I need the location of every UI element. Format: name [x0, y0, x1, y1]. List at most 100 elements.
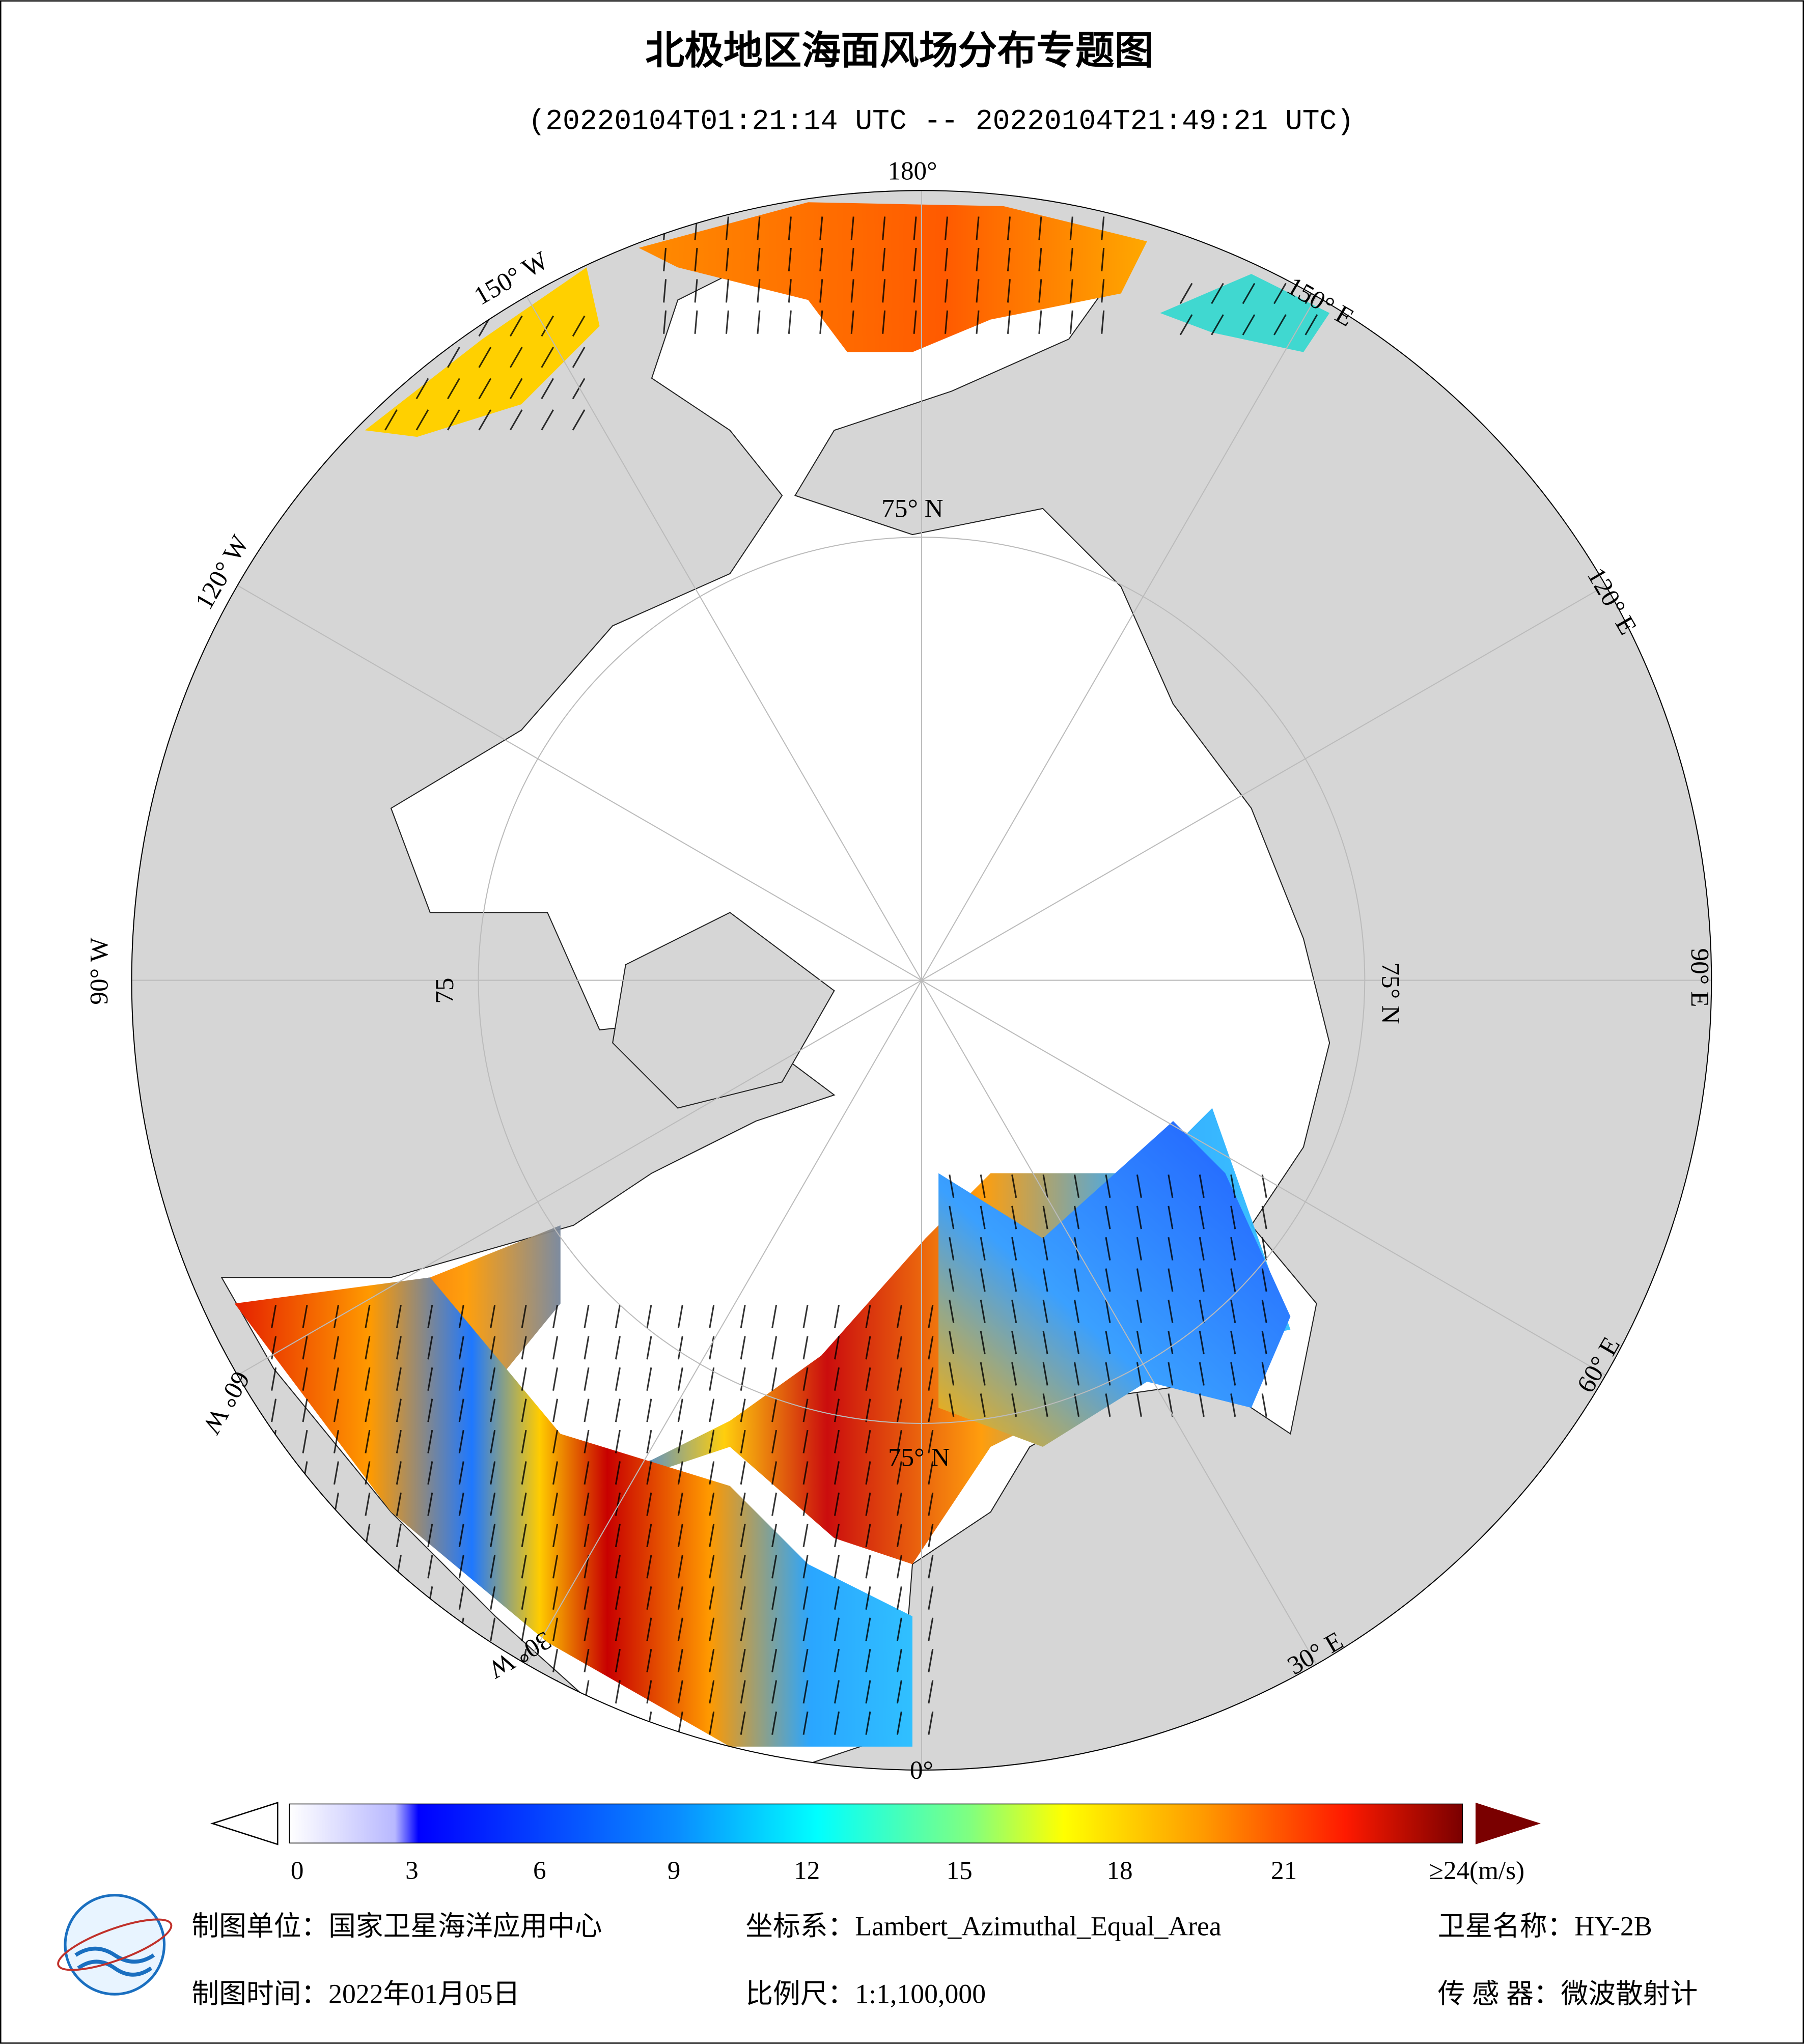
wind-arrow — [1042, 1299, 1048, 1323]
wind-arrow — [458, 1398, 464, 1422]
wind-arrow — [615, 1492, 621, 1516]
wind-arrow — [928, 1461, 934, 1485]
wind-arrow — [865, 1586, 871, 1610]
wind-arrow — [458, 1492, 464, 1516]
wind-arrow — [1199, 1237, 1205, 1261]
wind-arrow — [896, 1524, 902, 1548]
wind-arrow — [1199, 1362, 1205, 1386]
wind-arrow — [1199, 1299, 1205, 1323]
wind-arrow — [427, 1336, 433, 1360]
wind-arrow — [427, 1367, 433, 1391]
wind-arrow — [928, 1430, 934, 1453]
wind-arrow — [865, 1524, 871, 1548]
wind-arrow — [709, 1617, 715, 1641]
wind-arrow — [1168, 1362, 1174, 1386]
wind-arrow — [646, 1648, 652, 1672]
wind-arrow — [865, 1648, 871, 1672]
wind-arrow — [396, 1398, 402, 1422]
wind-arrow — [949, 1299, 955, 1323]
wind-arrow — [552, 1492, 559, 1516]
wind-arrow — [1242, 314, 1256, 335]
wind-arrow — [850, 247, 854, 272]
wind-arrow — [1261, 1268, 1267, 1292]
wind-arrow — [478, 347, 492, 368]
wind-arrow — [949, 1206, 955, 1229]
wind-arrow — [365, 1305, 371, 1329]
wind-arrow — [552, 1398, 559, 1422]
wind-field-atlantic — [260, 1108, 1291, 1564]
wind-arrow — [677, 1430, 683, 1453]
wind-arrow — [802, 1367, 809, 1391]
wind-arrow — [615, 1305, 621, 1329]
wind-arrow — [1101, 279, 1105, 303]
wind-arrow — [850, 279, 854, 303]
wind-arrow — [896, 1398, 902, 1422]
wind-arrow — [865, 1461, 871, 1485]
wind-arrow — [1230, 1331, 1236, 1355]
wind-arrow — [1211, 283, 1224, 304]
colorbar-tick-label: 15 — [947, 1856, 973, 1885]
wind-arrow — [1042, 1268, 1048, 1292]
wind-arrow — [677, 1461, 683, 1485]
wind-arrow — [1011, 1393, 1017, 1417]
wind-arrow — [834, 1305, 840, 1329]
wind-arrow — [949, 1174, 955, 1198]
wind-arrow — [928, 1398, 934, 1422]
wind-arrow — [802, 1336, 809, 1360]
wind-arrow — [1074, 1362, 1080, 1386]
wind-arrow — [740, 1398, 746, 1422]
wind-arrow — [427, 1524, 433, 1548]
wind-arrow — [677, 1398, 683, 1422]
wind-arrow — [1242, 283, 1256, 304]
wind-arrow — [725, 279, 730, 303]
wind-arrow — [1179, 283, 1193, 304]
colorbar-tick-label: 21 — [1271, 1856, 1297, 1885]
wind-arrow — [802, 1680, 809, 1704]
wind-field-east-siberia — [1160, 274, 1330, 352]
wind-arrow — [709, 1648, 715, 1672]
wind-arrow — [646, 1430, 652, 1453]
wind-arrow — [663, 247, 667, 272]
wind-arrow — [490, 1555, 496, 1579]
wind-arrow — [834, 1648, 840, 1672]
wind-arrow — [976, 247, 980, 272]
wind-arrow — [1042, 1237, 1048, 1261]
wind-arrow — [427, 1461, 433, 1485]
wind-arrow — [584, 1336, 590, 1360]
wind-arrow — [509, 409, 523, 431]
wind-arrow — [802, 1524, 809, 1548]
wind-arrow — [584, 1524, 590, 1548]
wind-arrow — [865, 1680, 871, 1704]
wind-arrow — [521, 1398, 527, 1422]
wind-arrow — [1101, 216, 1105, 240]
longitude-label: 90° E — [1685, 948, 1714, 1007]
wind-arrow — [458, 1430, 464, 1453]
wind-arrow — [819, 310, 823, 334]
wind-arrow — [1038, 310, 1042, 334]
wind-arrow — [1069, 216, 1073, 240]
wind-arrow — [740, 1336, 746, 1360]
wind-arrow — [302, 1305, 308, 1329]
wind-arrow — [677, 1367, 683, 1391]
wind-arrow — [677, 1617, 683, 1641]
wind-arrow — [646, 1586, 652, 1610]
wind-field-alaska — [365, 267, 600, 437]
wind-arrow — [1179, 314, 1193, 335]
wind-arrow — [677, 1586, 683, 1610]
wind-arrow — [478, 409, 492, 431]
wind-arrow — [521, 1617, 527, 1641]
wind-arrow — [552, 1430, 559, 1453]
wind-arrow — [740, 1648, 746, 1672]
wind-arrow — [896, 1336, 902, 1360]
wind-arrow — [709, 1461, 715, 1485]
wind-arrow — [1305, 314, 1318, 335]
wind-arrow — [928, 1555, 934, 1579]
wind-arrow — [896, 1430, 902, 1453]
wind-arrow — [1230, 1268, 1236, 1292]
wind-arrow — [646, 1524, 652, 1548]
wind-arrow — [427, 1305, 433, 1329]
footer-item: 卫星名称：HY-2B — [1438, 1911, 1652, 1942]
wind-arrow — [1105, 1393, 1111, 1417]
wind-arrow — [1199, 1268, 1205, 1292]
